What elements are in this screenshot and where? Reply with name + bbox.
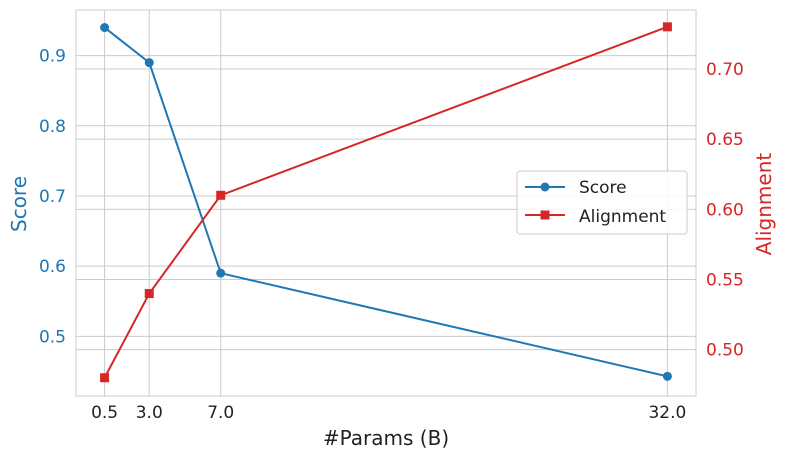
legend-label-score: Score <box>579 178 627 198</box>
x-tick-label: 0.5 <box>91 403 118 423</box>
x-tick-label: 32.0 <box>648 403 686 423</box>
left-tick-label: 0.7 <box>39 187 66 207</box>
legend-swatch-alignment-marker <box>540 210 550 220</box>
right-axis-title: Alignment <box>752 153 776 256</box>
alignment-point <box>216 190 226 200</box>
score-point <box>100 23 110 33</box>
tick-labels: 0.5 3.0 7.0 32.0 0.5 0.6 0.7 0.8 0.9 0.50 0.55 0.60… <box>39 47 744 423</box>
left-tick-label: 0.5 <box>39 327 66 347</box>
alignment-series-line <box>103 25 668 379</box>
left-axis-title: Score <box>7 176 31 232</box>
legend-swatch-score-marker <box>540 182 550 192</box>
right-tick-label: 0.70 <box>706 60 744 80</box>
right-tick-label: 0.55 <box>706 270 744 290</box>
plot-area-border <box>75 9 697 397</box>
alignment-point <box>100 373 110 383</box>
left-tick-label: 0.9 <box>39 47 66 67</box>
series-lines <box>100 22 672 383</box>
x-axis-title: #Params (B) <box>323 426 449 450</box>
legend: Score Alignment <box>516 170 688 235</box>
plot-frame <box>75 9 697 397</box>
x-tick-label: 7.0 <box>207 403 234 423</box>
grid-lines <box>76 10 696 396</box>
alignment-point <box>662 22 672 32</box>
score-point <box>144 58 154 68</box>
legend-label-alignment: Alignment <box>579 207 666 227</box>
right-tick-label: 0.65 <box>706 130 744 150</box>
score-series-line <box>103 26 668 378</box>
score-point <box>662 371 672 381</box>
left-tick-label: 0.6 <box>39 257 66 277</box>
right-tick-label: 0.50 <box>706 341 744 361</box>
left-tick-label: 0.8 <box>39 117 66 137</box>
score-point <box>216 268 226 278</box>
alignment-point <box>144 289 154 299</box>
right-tick-label: 0.60 <box>706 200 744 220</box>
x-tick-label: 3.0 <box>136 403 163 423</box>
